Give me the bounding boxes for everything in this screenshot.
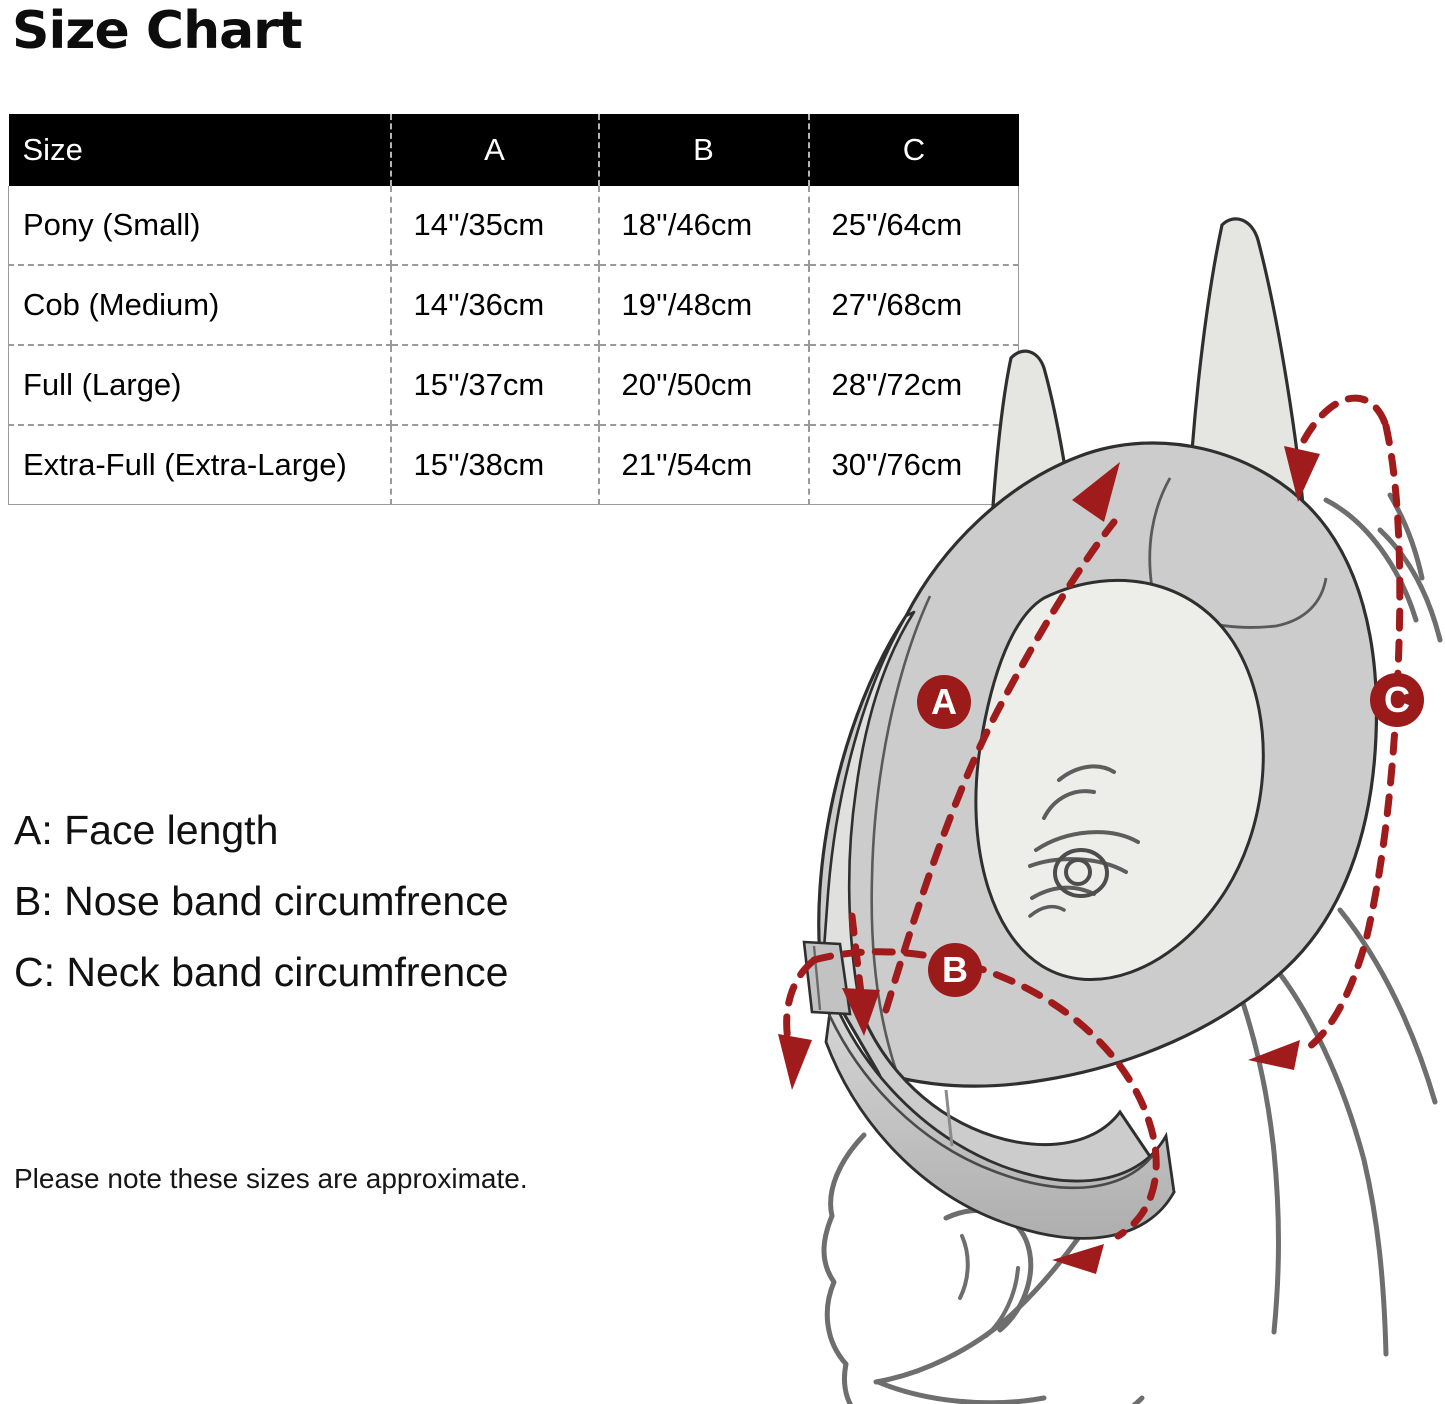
column-header-a: A — [390, 114, 600, 186]
table-row: Pony (Small) 14''/35cm 18''/46cm 25''/64… — [8, 186, 1019, 266]
horse-head-outline — [821, 492, 1443, 1404]
marker-a-label: A — [931, 681, 957, 722]
measurement-b-arrow-bottom — [1052, 1244, 1104, 1274]
table-row: Extra-Full (Extra-Large) 15''/38cm 21''/… — [8, 425, 1019, 505]
cell-b: 20''/50cm — [598, 345, 810, 426]
cell-c: 25''/64cm — [808, 186, 1019, 266]
cell-b: 19''/48cm — [598, 265, 810, 346]
measurement-b-arrow-mid — [842, 988, 880, 1036]
measurement-a-arrowhead — [1072, 462, 1120, 522]
column-header-c: C — [808, 114, 1019, 186]
column-header-b: B — [598, 114, 810, 186]
cell-a: 15''/38cm — [390, 425, 600, 505]
cell-c: 30''/76cm — [808, 425, 1019, 505]
table-header-row: Size A B C — [8, 114, 1019, 186]
marker-a-badge: A — [917, 675, 971, 729]
size-chart-table: Size A B C Pony (Small) 14''/35cm 18''/4… — [8, 114, 1019, 505]
legend-item-a: A: Face length — [14, 807, 279, 853]
cell-size: Extra-Full (Extra-Large) — [8, 425, 392, 505]
page-title: Size Chart — [12, 1, 303, 61]
cell-a: 14''/36cm — [390, 265, 600, 346]
cell-c: 28''/72cm — [808, 345, 1019, 426]
measurement-c-line — [1298, 394, 1404, 1056]
table-row: Full (Large) 15''/37cm 20''/50cm 28''/72… — [8, 345, 1019, 426]
cell-b: 21''/54cm — [598, 425, 810, 505]
cell-b: 18''/46cm — [598, 186, 810, 266]
measurement-b-arrow-left — [778, 1034, 812, 1090]
cell-a: 14''/35cm — [390, 186, 600, 266]
measurement-legend: A: Face length B: Nose band circumfrence… — [14, 795, 509, 1008]
measurement-a-line — [882, 518, 1118, 1014]
column-header-size: Size — [8, 114, 392, 186]
marker-c-label: C — [1384, 679, 1410, 720]
legend-item-b: B: Nose band circumfrence — [14, 878, 509, 924]
legend-item-c: C: Neck band circumfrence — [14, 949, 509, 995]
measurement-c-arrow-bottom — [1248, 1040, 1300, 1070]
cell-size: Cob (Medium) — [8, 265, 392, 346]
cell-size: Full (Large) — [8, 345, 392, 426]
approximate-size-note: Please note these sizes are approximate. — [14, 1163, 528, 1194]
cell-a: 15''/37cm — [390, 345, 600, 426]
horse-fly-mask-diagram: A B C — [700, 150, 1445, 1404]
marker-b-label: B — [942, 949, 968, 990]
cell-c: 27''/68cm — [808, 265, 1019, 346]
cell-size: Pony (Small) — [8, 186, 392, 266]
table-row: Cob (Medium) 14''/36cm 19''/48cm 27''/68… — [8, 265, 1019, 346]
marker-c-badge: C — [1370, 673, 1424, 727]
measurement-c-arrow-top — [1284, 446, 1320, 502]
marker-b-badge: B — [928, 943, 982, 997]
